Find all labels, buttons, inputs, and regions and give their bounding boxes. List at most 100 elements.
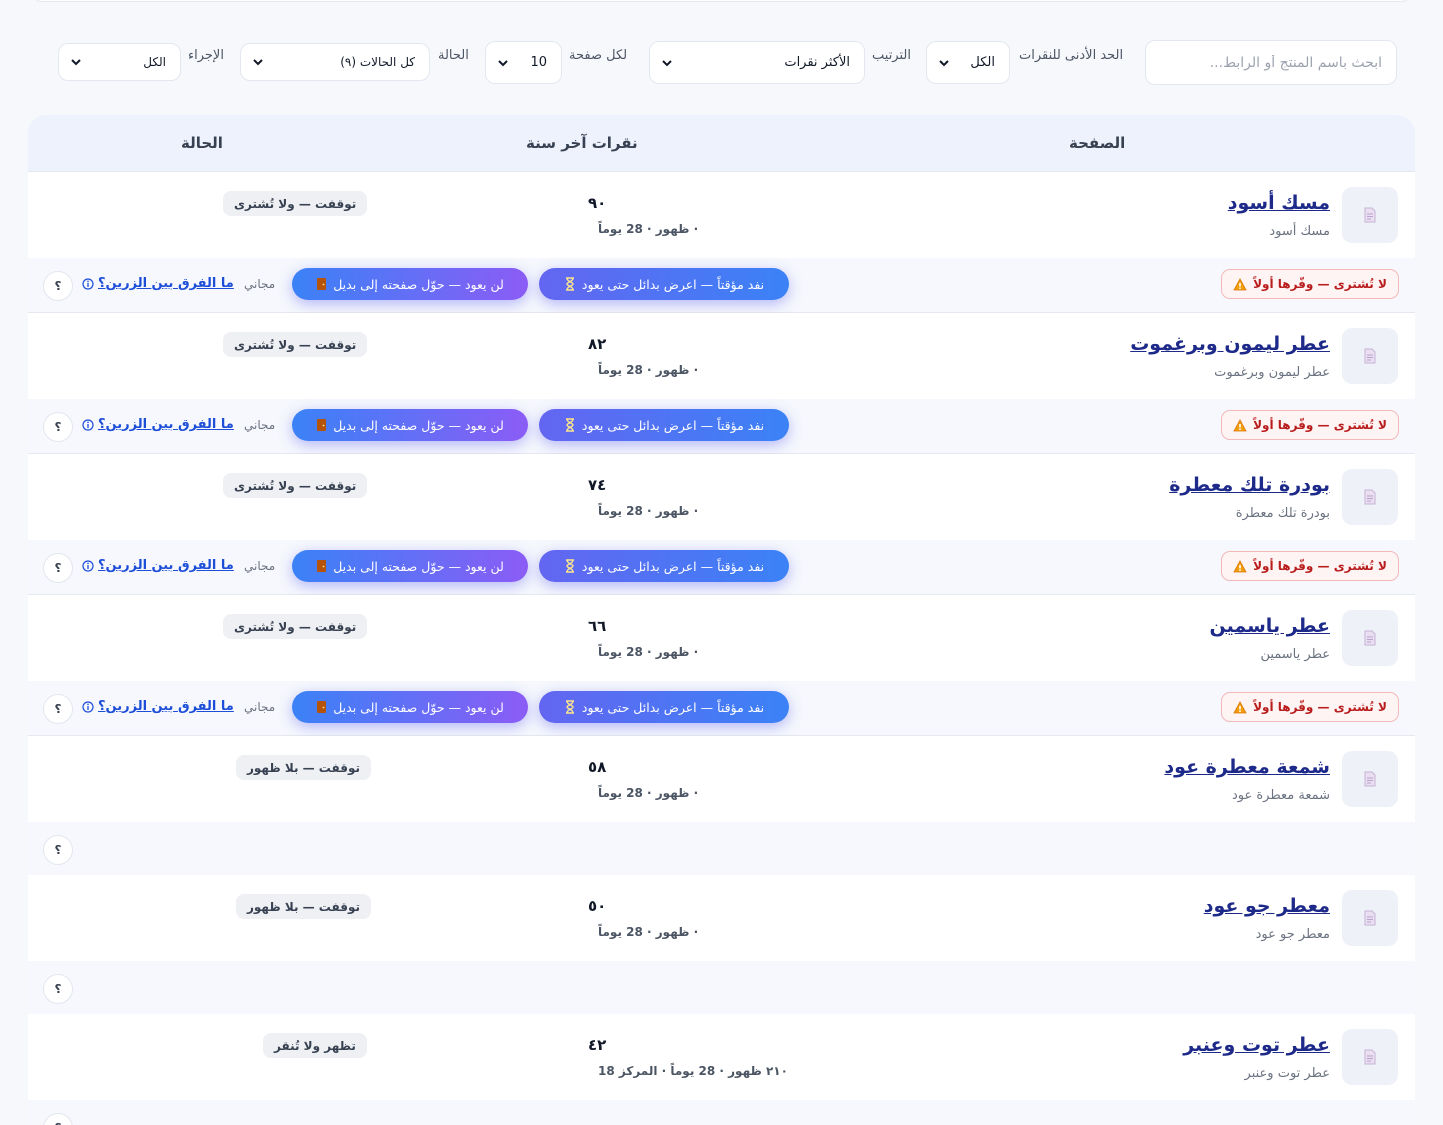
hourglass-icon xyxy=(564,559,576,573)
status-badge: توقفت — بلا ظهور xyxy=(236,894,372,919)
never-label: لن يعود — حوّل صفحته إلى بديل xyxy=(333,276,504,292)
door-icon xyxy=(316,559,327,573)
info-icon xyxy=(82,418,94,431)
product-subtitle: شمعة معطرة عود xyxy=(1231,788,1330,803)
impressions-meta: · ظهور · 28 يوماً xyxy=(598,645,699,659)
warning-icon xyxy=(1233,559,1247,573)
sort-value: الأكثر نقرات xyxy=(784,55,850,70)
warning-badge: لا تُشترى — وفّرها أولاً xyxy=(1221,551,1399,581)
product-link[interactable]: بودرة تلك معطرة xyxy=(1169,474,1330,496)
clicks-value: ٥٨ xyxy=(588,758,607,776)
table-row: مسك أسود مسك أسود ٩٠ · ظهور · 28 يوماً ت… xyxy=(28,172,1415,313)
table-row: عطر ليمون وبرغموت عطر ليمون وبرغموت ٨٢ ·… xyxy=(28,313,1415,454)
table-row: شمعة معطرة عود شمعة معطرة عود ٥٨ · ظهور … xyxy=(28,736,1415,877)
hourglass-icon xyxy=(564,277,576,291)
warning-badge: لا تُشترى — وفّرها أولاً xyxy=(1221,269,1399,299)
wait-label: نفد مؤقتاً — اعرض بدائل حتى يعود xyxy=(581,417,765,433)
buttons-difference-link[interactable]: ما الفرق بين الزرين؟ xyxy=(82,417,234,432)
product-subtitle: عطر ليمون وبرغموت xyxy=(1214,365,1330,380)
door-icon xyxy=(316,418,327,432)
never-label: لن يعود — حوّل صفحته إلى بديل xyxy=(333,699,504,715)
product-main-row: معطر جو عود معطر جو عود ٥٠ · ظهور · 28 ي… xyxy=(28,875,1415,961)
status-badge: توقفت — ولا تُشترى xyxy=(223,473,368,498)
temporarily-out-button[interactable]: نفد مؤقتاً — اعرض بدائل حتى يعود xyxy=(539,268,789,300)
product-link[interactable]: شمعة معطرة عود xyxy=(1164,756,1330,778)
header-page: الصفحة xyxy=(1069,134,1126,152)
product-link[interactable]: عطر ليمون وبرغموت xyxy=(1130,333,1330,355)
impressions-meta: · ظهور · 28 يوماً xyxy=(598,786,699,800)
product-link[interactable]: عطر ياسمين xyxy=(1209,615,1330,637)
clicks-value: ٦٦ xyxy=(588,617,607,635)
action-select[interactable]: الكل xyxy=(58,43,181,81)
wait-label: نفد مؤقتاً — اعرض بدائل حتى يعود xyxy=(581,699,765,715)
document-icon xyxy=(1361,206,1379,224)
product-link[interactable]: معطر جو عود xyxy=(1203,895,1330,917)
free-label: مجاني xyxy=(244,700,276,714)
free-label: مجاني xyxy=(244,559,276,573)
status-filter-value: كل الحالات (٩) xyxy=(340,55,415,69)
diff-label: ما الفرق بين الزرين؟ xyxy=(98,417,234,432)
buttons-difference-link[interactable]: ما الفرق بين الزرين؟ xyxy=(82,699,234,714)
product-actions-row: ؟ xyxy=(28,822,1415,877)
diff-label: ما الفرق بين الزرين؟ xyxy=(98,276,234,291)
product-actions-row: ؟ xyxy=(28,1100,1415,1125)
product-actions-row: ؟ xyxy=(28,961,1415,1016)
help-button[interactable]: ؟ xyxy=(43,694,73,724)
status-select[interactable]: كل الحالات (٩) xyxy=(240,43,430,81)
clicks-value: ٨٢ xyxy=(588,335,607,353)
help-button[interactable]: ؟ xyxy=(43,974,73,1004)
info-icon xyxy=(82,559,94,572)
table-row: بودرة تلك معطرة بودرة تلك معطرة ٧٤ · ظهو… xyxy=(28,454,1415,595)
product-subtitle: عطر توت وعنبر xyxy=(1244,1066,1330,1081)
clicks-value: ٧٤ xyxy=(588,476,607,494)
buttons-difference-link[interactable]: ما الفرق بين الزرين؟ xyxy=(82,276,234,291)
status-badge: توقفت — ولا تُشترى xyxy=(223,614,368,639)
product-actions-row: لا تُشترى — وفّرها أولاً نفد مؤقتاً — اع… xyxy=(28,399,1415,454)
wait-label: نفد مؤقتاً — اعرض بدائل حتى يعود xyxy=(581,276,765,292)
status-badge: تظهر ولا تُنقر xyxy=(263,1033,367,1058)
products-table: الصفحة نقرات آخر سنة الحالة مسك أسود مسك… xyxy=(28,115,1415,1125)
status-badge: توقفت — بلا ظهور xyxy=(236,755,372,780)
chevron-down-icon xyxy=(251,55,265,69)
per-page-select[interactable]: 10 xyxy=(485,41,562,84)
help-button[interactable]: ؟ xyxy=(43,412,73,442)
help-button[interactable]: ؟ xyxy=(43,1113,73,1125)
temporarily-out-button[interactable]: نفد مؤقتاً — اعرض بدائل حتى يعود xyxy=(539,691,789,723)
impressions-meta: ٢١٠ ظهور · 28 يوماً · المركز 18 xyxy=(598,1064,788,1078)
help-button[interactable]: ؟ xyxy=(43,835,73,865)
buttons-difference-link[interactable]: ما الفرق بين الزرين؟ xyxy=(82,558,234,573)
never-returning-button[interactable]: لن يعود — حوّل صفحته إلى بديل xyxy=(292,691,528,723)
document-icon xyxy=(1361,629,1379,647)
help-button[interactable]: ؟ xyxy=(43,553,73,583)
help-button[interactable]: ؟ xyxy=(43,271,73,301)
never-returning-button[interactable]: لن يعود — حوّل صفحته إلى بديل xyxy=(292,268,528,300)
table-header: الصفحة نقرات آخر سنة الحالة xyxy=(28,115,1415,172)
clicks-value: ٤٢ xyxy=(588,1036,607,1054)
min-clicks-select[interactable]: الكل xyxy=(926,41,1010,84)
never-returning-button[interactable]: لن يعود — حوّل صفحته إلى بديل xyxy=(292,550,528,582)
chevron-down-icon xyxy=(937,56,951,70)
product-actions-row: لا تُشترى — وفّرها أولاً نفد مؤقتاً — اع… xyxy=(28,540,1415,595)
product-link[interactable]: عطر توت وعنبر xyxy=(1183,1034,1330,1056)
per-page-label: لكل صفحة xyxy=(569,48,628,63)
product-thumbnail xyxy=(1342,187,1398,243)
info-icon xyxy=(82,277,94,290)
temporarily-out-button[interactable]: نفد مؤقتاً — اعرض بدائل حتى يعود xyxy=(539,550,789,582)
table-row: معطر جو عود معطر جو عود ٥٠ · ظهور · 28 ي… xyxy=(28,875,1415,1016)
hourglass-icon xyxy=(564,418,576,432)
product-link[interactable]: مسك أسود xyxy=(1227,192,1330,214)
warning-icon xyxy=(1233,277,1247,291)
wait-label: نفد مؤقتاً — اعرض بدائل حتى يعود xyxy=(581,558,765,574)
warn-label: لا تُشترى — وفّرها أولاً xyxy=(1253,700,1387,714)
never-returning-button[interactable]: لن يعود — حوّل صفحته إلى بديل xyxy=(292,409,528,441)
min-clicks-value: الكل xyxy=(970,55,995,70)
action-filter-label: الإجراء xyxy=(188,48,224,63)
product-actions-row: لا تُشترى — وفّرها أولاً نفد مؤقتاً — اع… xyxy=(28,681,1415,736)
temporarily-out-button[interactable]: نفد مؤقتاً — اعرض بدائل حتى يعود xyxy=(539,409,789,441)
chevron-down-icon xyxy=(496,56,510,70)
product-main-row: مسك أسود مسك أسود ٩٠ · ظهور · 28 يوماً ت… xyxy=(28,172,1415,258)
product-thumbnail xyxy=(1342,751,1398,807)
sort-select[interactable]: الأكثر نقرات xyxy=(649,41,865,84)
status-badge: توقفت — ولا تُشترى xyxy=(223,191,368,216)
search-input[interactable] xyxy=(1145,40,1397,85)
